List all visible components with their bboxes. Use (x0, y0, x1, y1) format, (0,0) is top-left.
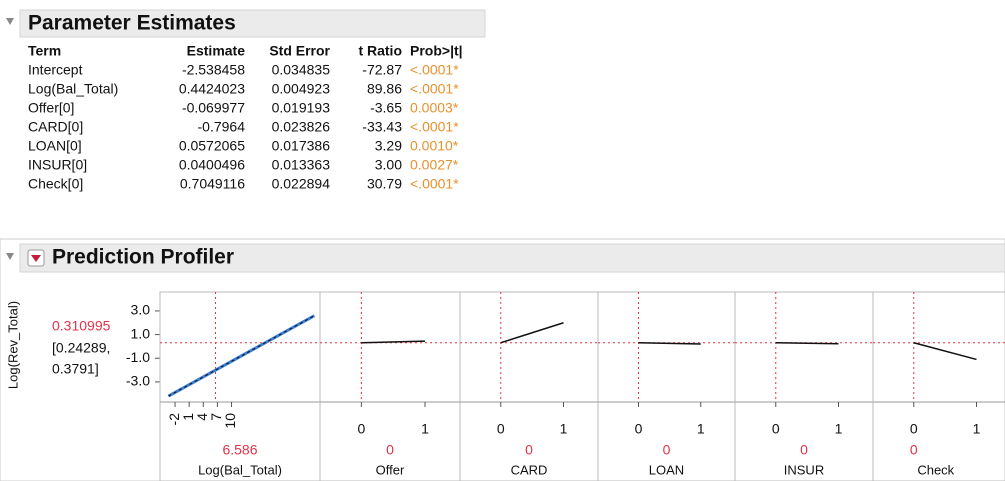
current-value: 6.586 (222, 442, 257, 458)
profile-line (775, 341, 839, 345)
profile-center (168, 315, 315, 397)
current-value: 0 (800, 442, 808, 458)
table-cell: -2.538458 (182, 62, 245, 78)
factor-label: INSUR (784, 462, 824, 477)
table-cell: Intercept (28, 62, 83, 78)
table-cell: 89.86 (367, 81, 402, 97)
table-cell: CARD[0] (28, 119, 83, 135)
table-cell: 30.79 (367, 176, 402, 192)
factor-label: Offer (376, 462, 405, 477)
table-cell: 0.7049116 (180, 176, 245, 192)
x-tick-label: 0 (772, 421, 780, 437)
table-cell: 0.0010* (410, 138, 459, 154)
current-value: 0 (525, 442, 533, 458)
current-value: 0 (663, 442, 671, 458)
table-cell: 0.0027* (410, 157, 459, 173)
table-cell: Check[0] (28, 176, 83, 192)
profile-line (500, 322, 564, 344)
section-title: Prediction Profiler (52, 246, 234, 269)
table-cell: 3.00 (375, 157, 402, 173)
x-tick-label: 0 (497, 421, 505, 437)
table-cell: Offer[0] (28, 100, 74, 116)
header-bar (19, 9, 486, 38)
menu-icon (31, 255, 41, 262)
x-tick-label: 1 (180, 413, 196, 421)
column-header: Std Error (269, 43, 330, 59)
profile-line (638, 341, 701, 345)
table-cell: -72.87 (362, 62, 402, 78)
table-cell: 0.0572065 (179, 138, 245, 154)
table-cell: -3.65 (370, 100, 402, 116)
table-cell: 0.019193 (272, 100, 331, 116)
column-header: Estimate (187, 43, 246, 59)
profile-line (913, 342, 977, 361)
y-tick-label: -3.0 (126, 373, 150, 389)
y-ci: [0.24289, (52, 340, 110, 356)
x-tick-label: 7 (208, 413, 224, 421)
table-cell: 0.4424023 (179, 81, 245, 97)
table-cell: -0.069977 (182, 100, 245, 116)
column-header: t Ratio (358, 43, 402, 59)
table-cell: 0.013363 (272, 157, 331, 173)
x-tick-label: 10 (222, 413, 238, 429)
x-tick-label: 0 (910, 421, 918, 437)
disclosure-icon[interactable] (6, 18, 14, 25)
current-value: 0 (386, 442, 394, 458)
y-tick-label: 3.0 (131, 302, 151, 318)
table-cell: INSUR[0] (28, 157, 87, 173)
table-cell: <.0001* (410, 62, 459, 78)
x-tick-label: -2 (166, 413, 182, 426)
factor-label: Log(Bal_Total) (198, 462, 282, 477)
y-tick-label: 1.0 (131, 325, 151, 341)
profile-line (361, 340, 426, 344)
table-cell: -0.7964 (198, 119, 246, 135)
table-cell: 0.0400496 (179, 157, 245, 173)
table-cell: 0.017386 (272, 138, 331, 154)
factor-label: Check (917, 462, 954, 477)
table-cell: 0.022894 (272, 176, 331, 192)
x-tick-label: 0 (357, 421, 365, 437)
x-tick-label: 1 (835, 421, 843, 437)
factor-label: LOAN (649, 462, 684, 477)
header-bar (19, 243, 1005, 273)
y-axis-label: Log(Rev_Total) (5, 301, 20, 389)
section-title: Parameter Estimates (28, 12, 236, 35)
table-cell: 0.0003* (410, 100, 459, 116)
x-tick-label: 1 (697, 421, 705, 437)
x-tick-label: 0 (635, 421, 643, 437)
table-cell: <.0001* (410, 119, 459, 135)
table-cell: 0.004923 (272, 81, 331, 97)
table-cell: 3.29 (375, 138, 402, 154)
column-header: Prob>|t| (410, 43, 463, 59)
profiler-frame (0, 238, 1005, 481)
table-cell: <.0001* (410, 81, 459, 97)
x-tick-label: 4 (194, 413, 210, 421)
y-ci: 0.3791] (52, 361, 99, 377)
table-cell: 0.034835 (272, 62, 331, 78)
disclosure-icon[interactable] (6, 253, 14, 260)
factor-label: CARD (511, 462, 548, 477)
column-header: Term (28, 43, 61, 59)
table-cell: LOAN[0] (28, 138, 82, 154)
panel-frame (872, 291, 1005, 481)
table-cell: -33.43 (362, 119, 402, 135)
table-cell: <.0001* (410, 176, 459, 192)
y-value: 0.310995 (52, 318, 111, 334)
table-cell: 0.023826 (272, 119, 331, 135)
current-value: 0 (910, 442, 918, 458)
table-cell: Log(Bal_Total) (28, 81, 118, 97)
x-tick-label: 1 (560, 421, 568, 437)
x-tick-label: 1 (973, 421, 981, 437)
x-tick-label: 1 (421, 421, 429, 437)
y-tick-label: -1.0 (126, 349, 150, 365)
